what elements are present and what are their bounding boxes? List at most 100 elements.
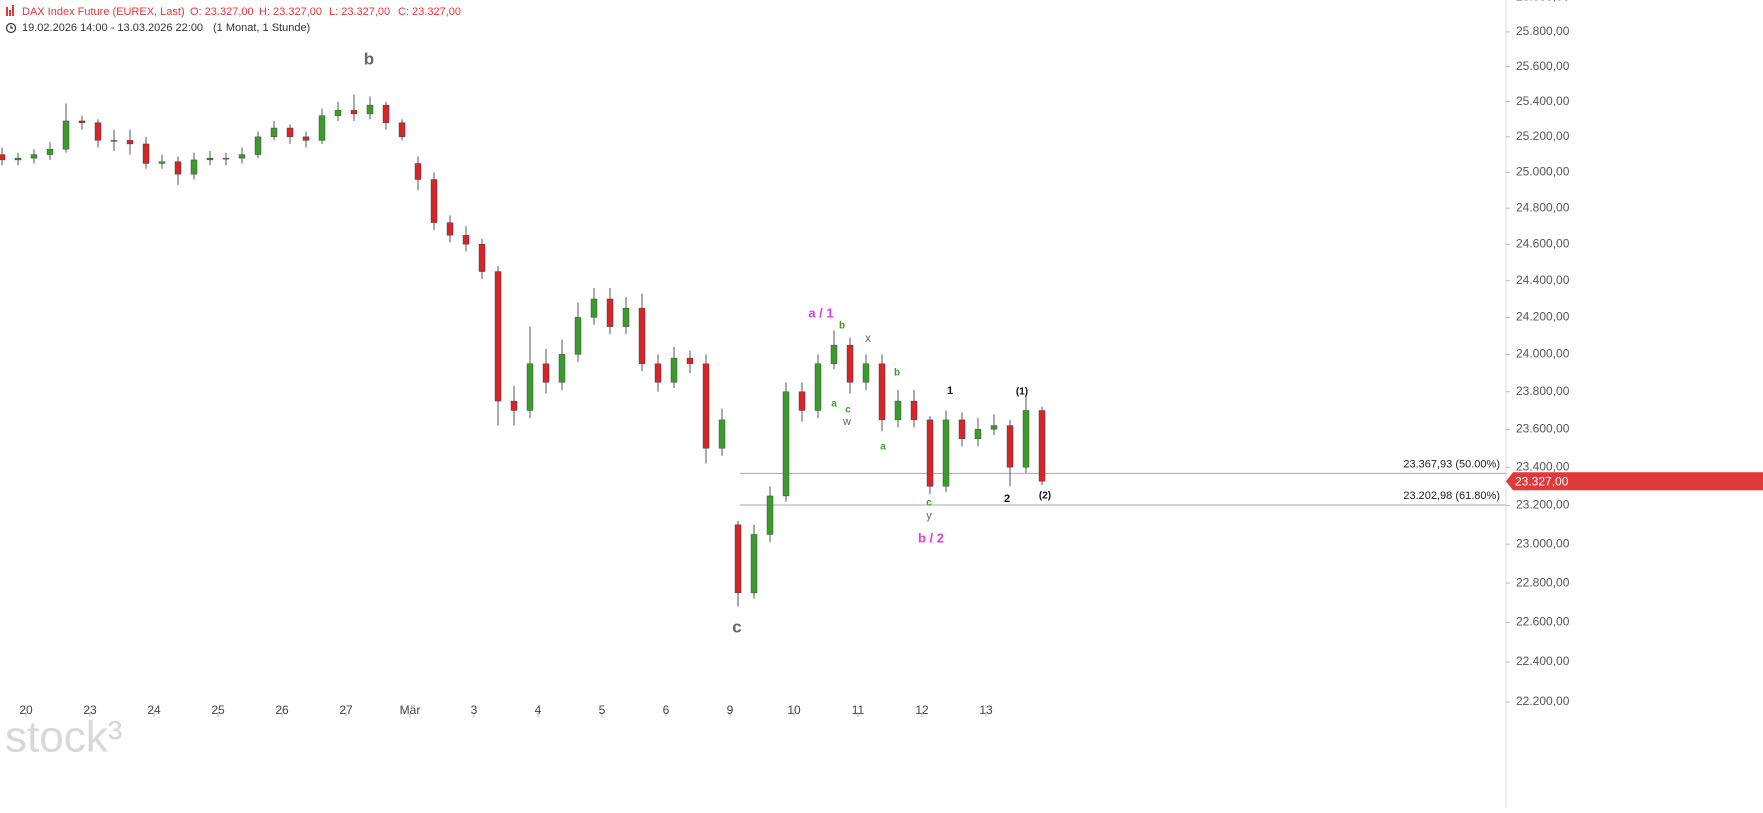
y-tick-label: 25.400,00 bbox=[1516, 94, 1570, 108]
candle-body bbox=[622, 307, 630, 327]
candle-body bbox=[350, 110, 358, 115]
x-tick-label: 12 bbox=[915, 703, 929, 717]
ohlc-open: O: 23.327,00 bbox=[190, 6, 254, 18]
candle-body bbox=[494, 271, 502, 402]
candle-body bbox=[942, 419, 950, 487]
candle-body bbox=[990, 425, 998, 430]
chart-icon bbox=[6, 5, 14, 16]
candle-body bbox=[302, 136, 310, 141]
clock-hands bbox=[10, 25, 13, 29]
candle-body bbox=[1006, 425, 1014, 468]
x-tick-label: 25 bbox=[211, 703, 225, 717]
y-tick-label: 25.200,00 bbox=[1516, 129, 1570, 143]
y-tick-label: 25.000,00 bbox=[1516, 165, 1570, 179]
x-tick-label: 10 bbox=[787, 703, 801, 717]
candle-body bbox=[894, 400, 902, 421]
y-tick-label: 22.200,00 bbox=[1516, 694, 1570, 708]
x-tick-label: Mär bbox=[400, 703, 421, 717]
candle-body bbox=[974, 429, 982, 439]
candle-body bbox=[606, 298, 614, 327]
x-tick-label: 5 bbox=[599, 703, 606, 717]
candle-body bbox=[46, 149, 54, 155]
header: DAX Index Future (EUREX, Last) O: 23.327… bbox=[5, 5, 461, 34]
candle-body bbox=[542, 363, 550, 383]
wave-label: (1) bbox=[1016, 387, 1028, 398]
y-tick-label: 24.000,00 bbox=[1516, 347, 1570, 361]
candle-body bbox=[430, 179, 438, 223]
wave-label: b bbox=[839, 321, 845, 332]
candle-body bbox=[558, 354, 566, 383]
candle-body bbox=[750, 534, 758, 594]
candle-body bbox=[510, 400, 518, 411]
x-tick-label: 26 bbox=[275, 703, 289, 717]
candle-body bbox=[30, 154, 38, 159]
x-tick-label: 27 bbox=[339, 703, 353, 717]
candle-body bbox=[446, 222, 454, 236]
candle-body bbox=[206, 157, 214, 161]
candle-body bbox=[62, 120, 70, 150]
period: (1 Monat, 1 Stunde) bbox=[213, 22, 310, 34]
y-tick-label: 24.200,00 bbox=[1516, 310, 1570, 324]
x-tick-label: 4 bbox=[535, 703, 542, 717]
candle-body bbox=[670, 357, 678, 383]
candle-body bbox=[526, 363, 534, 411]
y-tick-label: 22.600,00 bbox=[1516, 615, 1570, 629]
wave-label: c bbox=[845, 405, 851, 416]
y-tick-label: 26.000,00 bbox=[1516, 0, 1570, 4]
candle-body bbox=[382, 104, 390, 123]
x-tick-label: 24 bbox=[147, 703, 161, 717]
wave-label: w bbox=[842, 416, 851, 428]
y-tick-label: 22.800,00 bbox=[1516, 575, 1570, 589]
wave-label: y bbox=[926, 510, 932, 522]
fib-level-label: 23.202,98 (61.80%) bbox=[1403, 490, 1500, 502]
wave-label: c bbox=[732, 617, 741, 636]
candle-body bbox=[286, 127, 294, 138]
wave-label: b bbox=[364, 49, 374, 68]
y-tick-label: 23.400,00 bbox=[1516, 459, 1570, 473]
wave-label: x bbox=[865, 331, 871, 345]
candle-body bbox=[574, 317, 582, 355]
candle-body bbox=[126, 140, 134, 145]
y-tick-label: 23.000,00 bbox=[1516, 536, 1570, 550]
x-tick-label: 6 bbox=[663, 703, 670, 717]
y-tick-label: 23.800,00 bbox=[1516, 384, 1570, 398]
fib-level-label: 23.367,93 (50.00%) bbox=[1403, 458, 1500, 470]
candle-body bbox=[686, 357, 694, 364]
x-tick-label: 20 bbox=[19, 703, 33, 717]
y-tick-label: 23.200,00 bbox=[1516, 498, 1570, 512]
candle-body bbox=[718, 419, 726, 449]
candle-body bbox=[1038, 410, 1046, 482]
y-tick-label: 23.600,00 bbox=[1516, 422, 1570, 436]
candle-body bbox=[14, 157, 22, 161]
candle-body bbox=[94, 122, 102, 141]
wave-label: a / 1 bbox=[808, 305, 833, 320]
ohlc-close: C: 23.327,00 bbox=[398, 6, 461, 18]
candle-body bbox=[798, 391, 806, 411]
x-tick-label: 9 bbox=[727, 703, 734, 717]
wave-label: a bbox=[831, 399, 837, 410]
wave-label: c bbox=[926, 498, 932, 509]
candle-body bbox=[862, 363, 870, 383]
instrument-title: DAX Index Future (EUREX, Last) bbox=[22, 6, 185, 18]
candle-body bbox=[478, 244, 486, 272]
y-tick-label: 24.400,00 bbox=[1516, 273, 1570, 287]
candle-body bbox=[638, 307, 646, 364]
ohlc-low: L: 23.327,00 bbox=[329, 6, 390, 18]
candle-body bbox=[910, 400, 918, 421]
wave-label: 2 bbox=[1004, 493, 1010, 505]
candle-body bbox=[846, 344, 854, 383]
y-tick-label: 22.400,00 bbox=[1516, 654, 1570, 668]
y-tick-label: 24.600,00 bbox=[1516, 236, 1570, 250]
wave-label: (2) bbox=[1039, 491, 1051, 502]
candle-body bbox=[142, 143, 150, 164]
candle-body bbox=[270, 127, 278, 138]
wave-label: 1 bbox=[947, 385, 953, 397]
x-tick-label: 3 bbox=[471, 703, 478, 717]
candle-body bbox=[814, 363, 822, 411]
candle-body bbox=[238, 154, 246, 159]
candle-body bbox=[830, 344, 838, 364]
x-tick-label: 11 bbox=[852, 703, 865, 717]
candle-body bbox=[254, 136, 262, 155]
wave-label: a bbox=[880, 442, 886, 453]
